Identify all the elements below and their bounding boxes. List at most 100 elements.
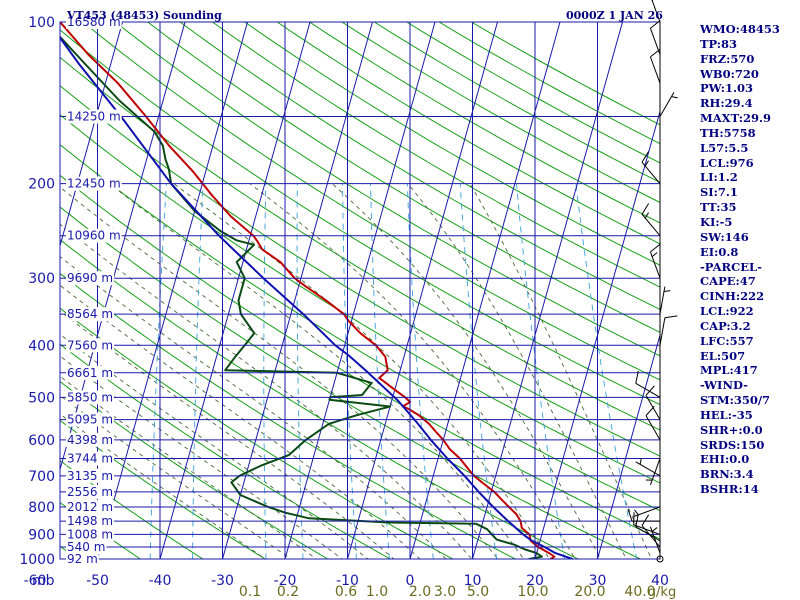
barb-feather <box>627 508 633 522</box>
isotherm <box>96 22 249 559</box>
dry-adiabat <box>60 459 204 559</box>
index-line: SHR+:0.0 <box>700 422 763 437</box>
index-line: LCL:922 <box>700 304 754 319</box>
temperature-line <box>60 22 556 559</box>
barb-feather <box>650 20 661 29</box>
height-label-bg <box>66 412 115 427</box>
height-label-bg <box>66 514 115 529</box>
height-label: 14250 m <box>67 110 121 124</box>
barb-staff <box>633 524 661 535</box>
pressure-tick-label: 100 <box>28 15 55 31</box>
height-label: 12450 m <box>67 177 121 191</box>
height-label: 9690 m <box>67 271 113 285</box>
mixing-ratio-line <box>263 183 267 559</box>
barb-half-feather <box>671 96 678 99</box>
height-label: 2012 m <box>67 500 113 514</box>
height-label: 5850 m <box>67 390 113 404</box>
pressure-tick-label: 500 <box>28 390 55 406</box>
barb-feather <box>641 514 650 526</box>
barb-feather <box>650 243 661 253</box>
height-label-bg <box>66 271 115 286</box>
height-label: 5095 m <box>67 413 113 427</box>
height-label-bg <box>66 365 115 380</box>
moist-adiabat <box>249 183 576 559</box>
mixing-ratio-line <box>406 183 434 559</box>
index-line: WB0:720 <box>700 66 759 81</box>
mixing-ratio-line <box>296 183 304 559</box>
wind-barb <box>641 151 661 184</box>
height-label: 1498 m <box>67 514 113 528</box>
wind-barb <box>641 203 661 237</box>
barb-staff <box>649 56 661 84</box>
height-label: 3135 m <box>67 469 113 483</box>
height-label-bg <box>66 527 115 542</box>
index-line: -WIND- <box>700 378 748 393</box>
wind-barb <box>649 20 661 55</box>
barb-half-feather <box>634 509 639 516</box>
wind-barb <box>649 243 661 279</box>
wind-barbs <box>627 0 678 563</box>
barb-staff <box>635 382 661 398</box>
pressure-tick-label: 900 <box>28 527 55 543</box>
index-line: SRDS:150 <box>700 437 765 452</box>
barb-half-feather <box>663 290 671 293</box>
isotherm <box>284 22 436 559</box>
index-line: TT:35 <box>700 200 737 215</box>
barb-feather <box>645 385 655 396</box>
height-label-bg <box>66 15 122 29</box>
moist-adiabat <box>60 355 343 559</box>
wind-barb <box>659 286 671 315</box>
moist-adiabat <box>60 413 267 559</box>
height-label: 10960 m <box>67 229 121 243</box>
mixing-ratio-label: 40.0 <box>624 584 655 600</box>
temperature-tick-label: -30 <box>211 573 234 589</box>
height-label-bg <box>66 338 115 353</box>
height-label: 1008 m <box>67 527 113 541</box>
pressure-tick-label: 800 <box>28 500 55 516</box>
temperature-tick-label: -20 <box>274 573 297 589</box>
height-label-bg <box>66 552 99 566</box>
wind-barb <box>651 0 661 23</box>
height-label-bg <box>66 390 115 405</box>
index-line: FRZ:570 <box>700 51 755 66</box>
mixing-ratio-label: 5.0 <box>467 584 489 600</box>
temperature-tick-label: 30 <box>589 573 607 589</box>
index-line: MPL:417 <box>700 363 758 378</box>
wind-barb <box>627 508 660 522</box>
isotherm <box>471 22 624 559</box>
pressure-tick-label: 600 <box>28 433 55 449</box>
barb-feather <box>641 151 650 163</box>
index-line: EHI:0.0 <box>700 452 750 467</box>
height-label: 6661 m <box>67 366 113 380</box>
mixing-ratio-label: 3.0 <box>434 584 456 600</box>
mixing-ratio-line <box>516 183 565 559</box>
temperature-tick-label: 20 <box>526 573 544 589</box>
height-label: 92 m <box>67 552 98 566</box>
isotherm <box>596 333 660 559</box>
wind-barb <box>656 555 664 563</box>
barb-feather <box>635 370 639 384</box>
height-label-bg <box>66 484 115 499</box>
mixing-ratio-label: 0.1 <box>239 584 261 600</box>
height-label-bg <box>66 451 115 466</box>
index-line: TP:83 <box>700 36 738 51</box>
chart-title: VT453 (48453) Sounding <box>67 9 222 22</box>
index-line: HEL:-35 <box>700 407 753 422</box>
height-label-bg <box>66 176 122 191</box>
mixing-ratio-label: 2.0 <box>409 584 431 600</box>
mixing-ratio-line <box>370 183 390 559</box>
index-line: BSHR:14 <box>700 482 759 497</box>
mixing-ratio-label: 1.0 <box>366 584 388 600</box>
barb-half-feather <box>644 160 649 167</box>
height-label-bg <box>66 109 122 124</box>
isobars <box>60 21 661 560</box>
height-label: 8564 m <box>67 307 113 321</box>
moist-adiabat <box>60 186 499 559</box>
mixing-ratio-label: 10.0 <box>517 584 548 600</box>
isotherm <box>221 22 374 559</box>
temperature-tick-label: 40 <box>651 573 669 589</box>
barb-half-feather <box>644 212 649 219</box>
barb-staff <box>649 28 661 55</box>
x-axis-label: mb <box>32 573 55 589</box>
